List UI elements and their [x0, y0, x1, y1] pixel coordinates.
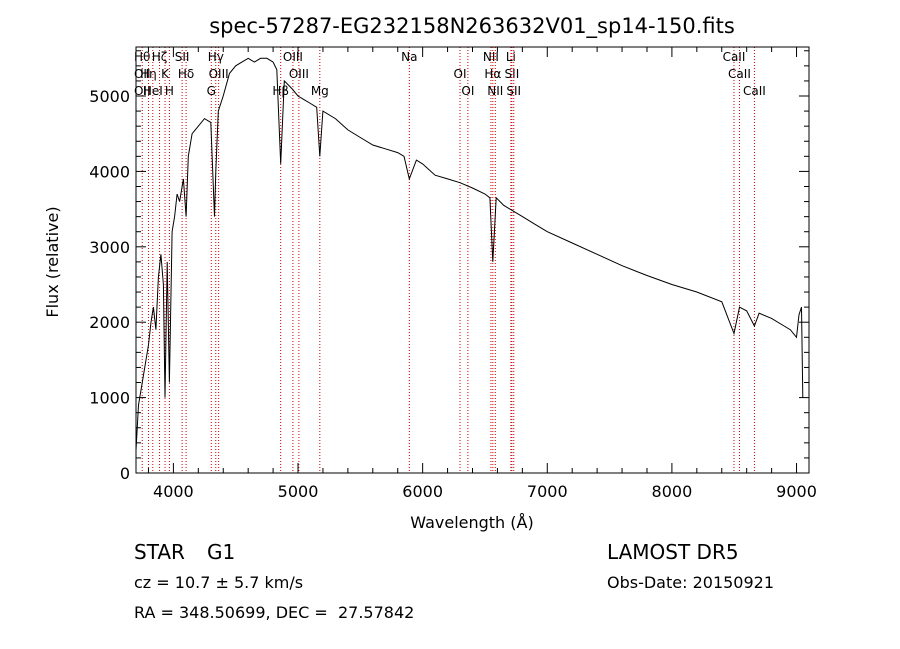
line-marker-label: G	[207, 84, 216, 98]
line-marker-label: Li	[506, 50, 516, 64]
line-marker-label: SII	[175, 50, 190, 64]
line-marker-label: K	[161, 67, 170, 81]
line-marker-label: OII	[134, 84, 151, 98]
chart-title: spec-57287-EG232158N263632V01_sp14-150.f…	[209, 14, 735, 39]
line-marker-label: OIII	[289, 67, 309, 81]
x-tick-label: 4000	[153, 482, 194, 501]
y-axis-ticks: 0 1000 2000 3000 4000 5000	[89, 50, 809, 483]
coordinates: RA = 348.50699, DEC = 27.57842	[134, 603, 415, 622]
x-tick-label: 8000	[652, 482, 693, 501]
line-marker-label: SII	[505, 67, 520, 81]
line-marker-label: CaII	[743, 84, 766, 98]
line-marker-label: Hα	[484, 67, 501, 81]
survey-name: LAMOST DR5	[607, 540, 739, 564]
x-axis-label: Wavelength (Å)	[410, 513, 533, 532]
y-tick-label: 0	[120, 464, 130, 483]
line-marker-label: OII	[134, 67, 151, 81]
line-marker-label: CaII	[728, 67, 751, 81]
line-marker-label: NII	[483, 50, 499, 64]
x-tick-label: 9000	[776, 482, 817, 501]
plot-frame	[135, 46, 810, 474]
line-marker-label: OI	[461, 84, 474, 98]
line-marker-label: SII	[506, 84, 521, 98]
y-tick-label: 1000	[89, 389, 130, 408]
object-class: STAR	[134, 540, 185, 564]
y-tick-label: 5000	[89, 87, 130, 106]
line-marker-label: NII	[487, 84, 503, 98]
line-marker-label: CaII	[723, 50, 746, 64]
line-marker-label: Hη	[140, 67, 157, 81]
object-subclass: G1	[207, 540, 236, 564]
x-tick-label: 7000	[527, 482, 568, 501]
redshift-value: cz = 10.7 ± 5.7 km/s	[134, 573, 304, 592]
line-marker-label: OIII	[283, 50, 303, 64]
line-marker-label: Hγ	[208, 50, 224, 64]
y-axis-label: Flux (relative)	[43, 206, 62, 317]
line-marker-label: Hδ	[178, 67, 194, 81]
spectrum-line	[135, 57, 804, 451]
line-marker-label: OIII	[209, 67, 229, 81]
x-tick-label: 5000	[278, 482, 319, 501]
x-axis-ticks: 4000 5000 6000 7000 8000 9000	[147, 47, 817, 501]
line-marker-label: H	[165, 84, 174, 98]
observation-date: Obs-Date: 20150921	[607, 573, 775, 592]
line-marker-label: HeI	[143, 84, 163, 98]
y-tick-label: 3000	[89, 238, 130, 257]
line-marker-label: Hβ	[272, 84, 289, 98]
y-tick-label: 4000	[89, 162, 130, 181]
x-tick-label: 6000	[402, 482, 443, 501]
line-marker-label: Mg	[311, 84, 329, 98]
line-markers: HθOIIOIIHηHeIHζKHSIIHδGHγOIIIHβOIIIOIIIM…	[134, 47, 766, 473]
line-marker-label: Na	[401, 50, 417, 64]
line-marker-label: Hζ	[152, 50, 168, 64]
line-marker-label: Hθ	[134, 50, 150, 64]
line-marker-label: OI	[454, 67, 467, 81]
y-tick-label: 2000	[89, 313, 130, 332]
